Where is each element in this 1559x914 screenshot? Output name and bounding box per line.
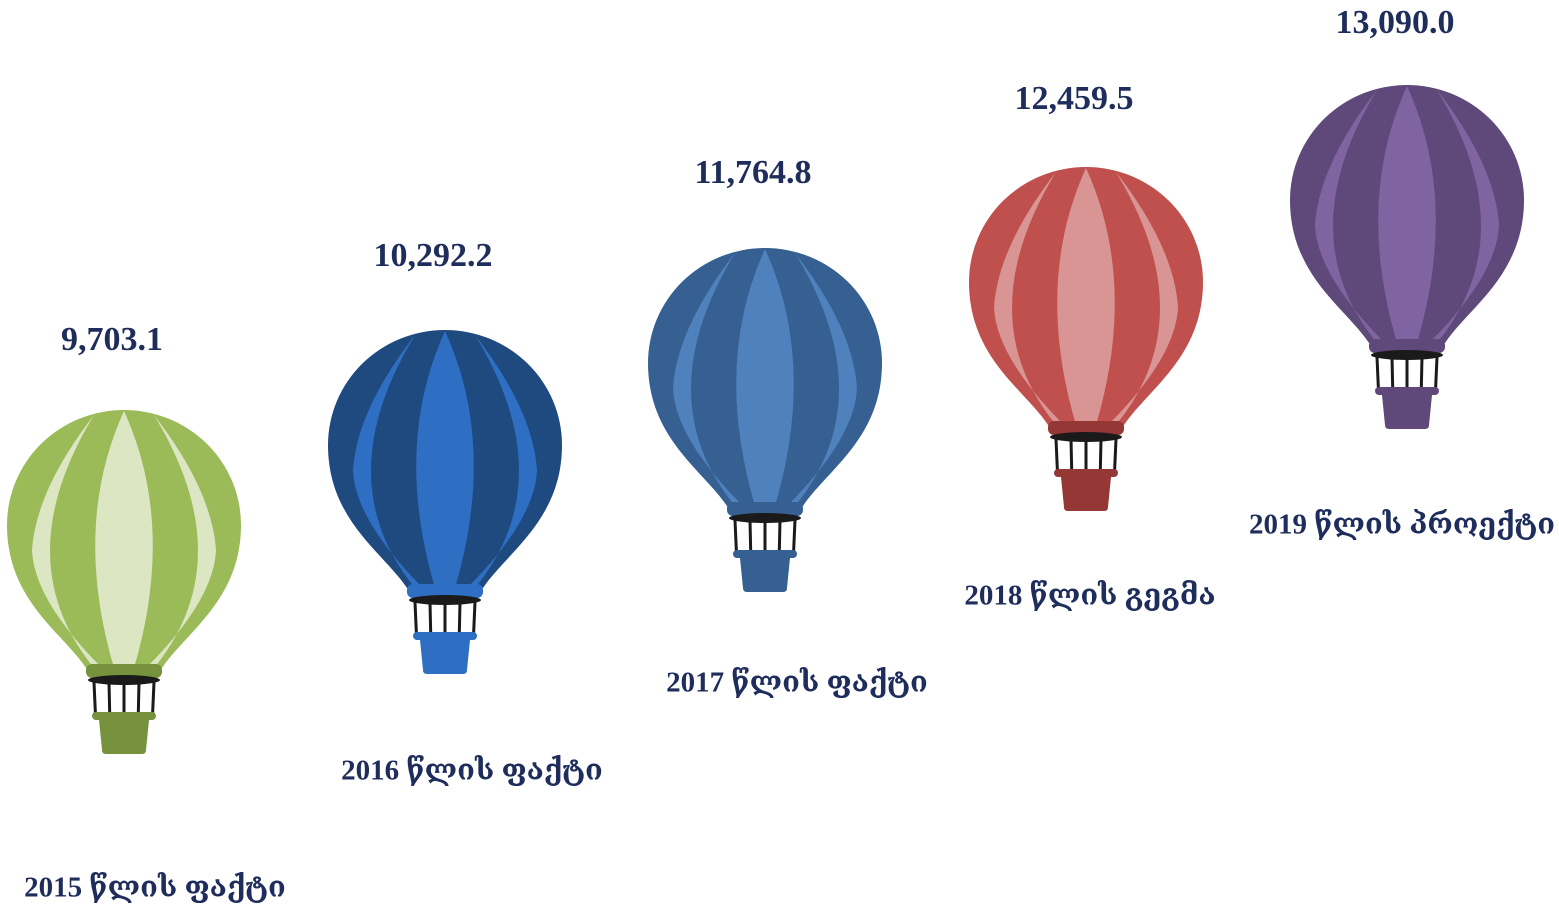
balloon — [1290, 85, 1524, 429]
basket — [1382, 395, 1432, 429]
rope — [1056, 439, 1058, 473]
rope — [1392, 357, 1393, 391]
infographic: 9,703.1 2015 წლის ფაქტი 10,292.2 2016 წლის … — [0, 0, 1559, 914]
rope — [138, 682, 139, 716]
rope — [1100, 439, 1101, 473]
rope — [474, 602, 476, 636]
rope — [779, 520, 780, 554]
basket — [740, 558, 790, 592]
rope — [794, 520, 796, 554]
rope — [1436, 357, 1438, 391]
value-label: 11,764.8 — [694, 154, 811, 191]
rope — [735, 520, 737, 554]
rope — [415, 602, 417, 636]
rope — [459, 602, 460, 636]
balloon — [328, 330, 562, 674]
basket — [420, 640, 470, 674]
year-label: 2017 წლის ფაქტი — [666, 667, 928, 699]
rope — [750, 520, 751, 554]
rope — [1071, 439, 1072, 473]
basket-rim — [733, 550, 797, 558]
year-label: 2019 წლის პროექტი — [1249, 509, 1555, 541]
year-label: 2015 წლის ფაქტი — [24, 872, 286, 904]
balloon — [969, 167, 1203, 511]
rope — [153, 682, 155, 716]
year-label: 2018 წლის გეგმა — [964, 580, 1215, 612]
value-label: 12,459.5 — [1015, 80, 1134, 117]
rope — [1421, 357, 1422, 391]
basket — [1061, 477, 1111, 511]
value-label: 9,703.1 — [61, 321, 163, 358]
basket — [99, 720, 149, 754]
basket-rim — [92, 712, 156, 720]
rope — [430, 602, 431, 636]
value-label: 10,292.2 — [374, 237, 493, 274]
year-label: 2016 წლის ფაქტი — [341, 755, 603, 787]
basket-rim — [413, 632, 477, 640]
balloon — [7, 410, 241, 754]
rope — [1377, 357, 1379, 391]
basket-rim — [1054, 469, 1118, 477]
basket-rim — [1375, 387, 1439, 395]
rope — [109, 682, 110, 716]
value-label: 13,090.0 — [1336, 4, 1455, 41]
rope — [94, 682, 96, 716]
rope — [1115, 439, 1117, 473]
balloon — [648, 248, 882, 592]
